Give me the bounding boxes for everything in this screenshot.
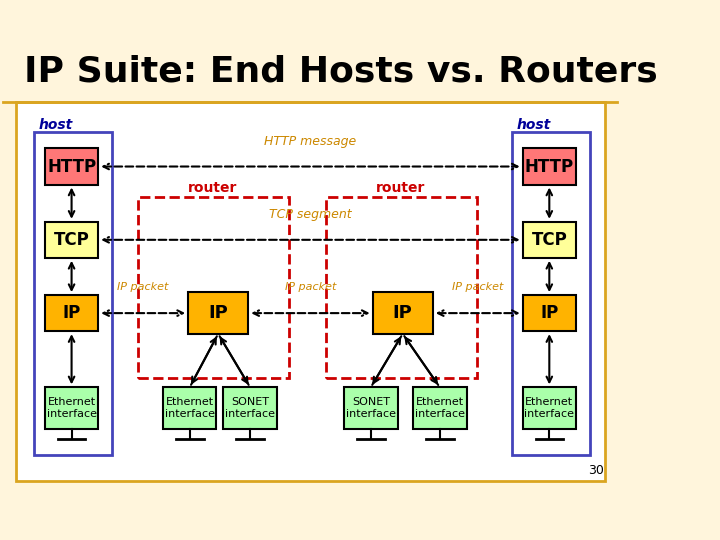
- Bar: [523, 295, 576, 331]
- Bar: [45, 295, 99, 331]
- Bar: [344, 387, 397, 429]
- Text: Ethernet
interface: Ethernet interface: [524, 397, 575, 419]
- Bar: [523, 222, 576, 258]
- Bar: [523, 387, 576, 429]
- Text: 30: 30: [588, 464, 603, 477]
- Text: host: host: [516, 118, 551, 132]
- Text: IP packet: IP packet: [284, 282, 336, 292]
- Text: IP: IP: [540, 304, 559, 322]
- Text: router: router: [377, 181, 426, 195]
- Text: IP packet: IP packet: [452, 282, 503, 292]
- Bar: [16, 102, 606, 481]
- Bar: [512, 132, 590, 455]
- Text: IP: IP: [208, 304, 228, 322]
- Text: IP: IP: [393, 304, 413, 322]
- Text: HTTP: HTTP: [525, 158, 574, 176]
- Text: SONET
interface: SONET interface: [225, 397, 275, 419]
- Bar: [163, 387, 217, 429]
- Bar: [223, 387, 276, 429]
- Text: host: host: [39, 118, 73, 132]
- Text: TCP: TCP: [54, 231, 89, 249]
- Text: TCP segment: TCP segment: [269, 208, 352, 221]
- Text: Ethernet
interface: Ethernet interface: [47, 397, 96, 419]
- Text: Ethernet
interface: Ethernet interface: [415, 397, 465, 419]
- Bar: [372, 293, 433, 334]
- Bar: [326, 197, 477, 378]
- Text: TCP: TCP: [531, 231, 567, 249]
- Text: HTTP message: HTTP message: [264, 135, 356, 148]
- Bar: [35, 132, 112, 455]
- Bar: [523, 148, 576, 185]
- Bar: [138, 197, 289, 378]
- Text: HTTP: HTTP: [47, 158, 96, 176]
- Bar: [45, 222, 99, 258]
- Text: Ethernet
interface: Ethernet interface: [165, 397, 215, 419]
- Text: IP packet: IP packet: [117, 282, 168, 292]
- Text: router: router: [189, 181, 238, 195]
- Text: IP: IP: [63, 304, 81, 322]
- Bar: [413, 387, 467, 429]
- FancyBboxPatch shape: [0, 33, 624, 507]
- Bar: [45, 148, 99, 185]
- Text: IP Suite: End Hosts vs. Routers: IP Suite: End Hosts vs. Routers: [24, 55, 658, 89]
- Bar: [45, 387, 99, 429]
- Bar: [188, 293, 248, 334]
- Text: SONET
interface: SONET interface: [346, 397, 396, 419]
